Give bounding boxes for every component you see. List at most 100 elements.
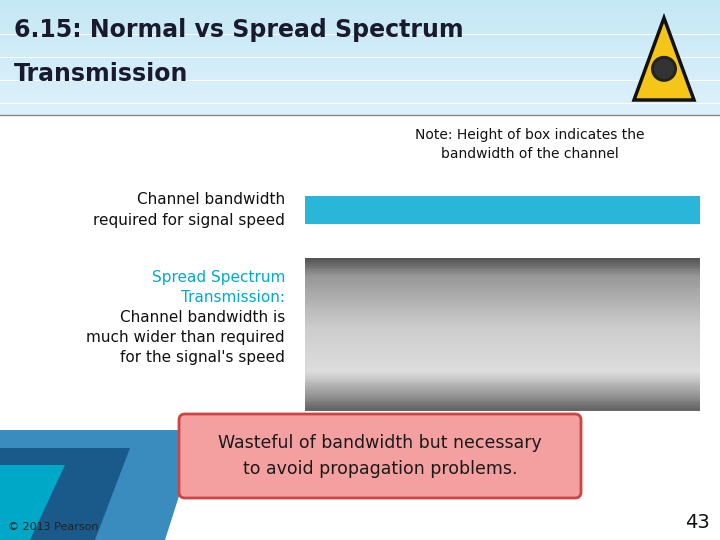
Bar <box>0 21 720 23</box>
Bar <box>0 11 720 14</box>
Bar <box>0 108 720 110</box>
Bar <box>305 399 700 401</box>
Bar <box>305 294 700 296</box>
Bar <box>305 404 700 407</box>
Text: Note: Height of box indicates the
bandwidth of the channel: Note: Height of box indicates the bandwi… <box>415 128 644 161</box>
Bar <box>305 357 700 359</box>
Bar <box>0 0 720 2</box>
Bar <box>305 338 700 340</box>
Bar <box>305 273 700 275</box>
Bar <box>305 377 700 380</box>
Bar <box>0 7 720 9</box>
Bar <box>0 90 720 92</box>
Bar <box>305 271 700 274</box>
Circle shape <box>654 59 674 79</box>
Bar <box>0 67 720 69</box>
Bar <box>305 406 700 409</box>
Bar <box>305 285 700 287</box>
Bar <box>305 322 700 325</box>
Text: Spread Spectrum
Transmission:: Spread Spectrum Transmission: <box>152 270 285 305</box>
Bar <box>305 332 700 334</box>
Bar <box>305 275 700 278</box>
Bar <box>0 39 720 42</box>
Bar <box>305 266 700 268</box>
Bar <box>0 44 720 46</box>
Bar <box>305 317 700 319</box>
Bar <box>305 291 700 293</box>
Bar <box>305 328 700 330</box>
Bar <box>305 364 700 367</box>
Bar <box>305 281 700 283</box>
Bar <box>305 353 700 355</box>
Text: Transmission: Transmission <box>14 62 189 86</box>
Bar <box>305 366 700 369</box>
Bar <box>305 277 700 279</box>
Bar <box>305 258 700 260</box>
Bar <box>0 25 720 28</box>
Bar <box>305 336 700 338</box>
Bar <box>305 389 700 392</box>
Bar <box>305 370 700 373</box>
Bar <box>305 343 700 346</box>
Bar <box>305 355 700 357</box>
Bar <box>0 99 720 101</box>
Text: © 2013 Pearson: © 2013 Pearson <box>8 522 99 532</box>
Bar <box>305 395 700 397</box>
Bar <box>305 361 700 363</box>
Bar <box>0 35 720 37</box>
Bar <box>0 71 720 73</box>
Bar <box>305 381 700 384</box>
Bar <box>305 302 700 304</box>
Bar <box>0 104 720 106</box>
Bar <box>305 386 700 388</box>
Bar <box>0 106 720 108</box>
Bar <box>305 288 700 291</box>
Bar <box>0 73 720 76</box>
Bar <box>305 387 700 389</box>
Bar <box>305 401 700 403</box>
FancyBboxPatch shape <box>179 414 581 498</box>
Bar <box>305 287 700 289</box>
Bar <box>305 347 700 350</box>
Bar <box>0 23 720 25</box>
Bar <box>0 92 720 94</box>
Bar <box>305 383 700 386</box>
Bar <box>0 14 720 16</box>
Bar <box>0 53 720 55</box>
Bar <box>0 62 720 64</box>
Bar <box>0 48 720 51</box>
Bar <box>305 408 700 410</box>
Bar <box>0 78 720 80</box>
Text: Channel bandwidth is
much wider than required
for the signal's speed: Channel bandwidth is much wider than req… <box>86 310 285 364</box>
Polygon shape <box>0 465 65 540</box>
Bar <box>0 2 720 5</box>
Bar <box>305 298 700 300</box>
Bar <box>305 342 700 344</box>
Bar <box>0 97 720 99</box>
Bar <box>305 321 700 323</box>
Bar <box>0 30 720 32</box>
Bar <box>305 402 700 405</box>
Bar <box>305 307 700 310</box>
Bar <box>305 376 700 378</box>
Bar <box>305 334 700 336</box>
Bar <box>305 292 700 295</box>
Bar <box>305 326 700 329</box>
Text: 6.15: Normal vs Spread Spectrum: 6.15: Normal vs Spread Spectrum <box>14 18 464 42</box>
Bar <box>305 340 700 342</box>
Bar <box>0 64 720 67</box>
Bar <box>0 16 720 18</box>
Bar <box>305 325 700 327</box>
Bar <box>0 5 720 7</box>
Bar <box>305 359 700 361</box>
Bar <box>0 57 720 60</box>
Bar <box>0 110 720 113</box>
Bar <box>305 196 700 224</box>
Bar <box>0 18 720 21</box>
Polygon shape <box>634 18 694 100</box>
Bar <box>0 28 720 30</box>
Bar <box>305 262 700 264</box>
Bar <box>305 269 700 272</box>
Bar <box>0 37 720 39</box>
Bar <box>0 9 720 11</box>
